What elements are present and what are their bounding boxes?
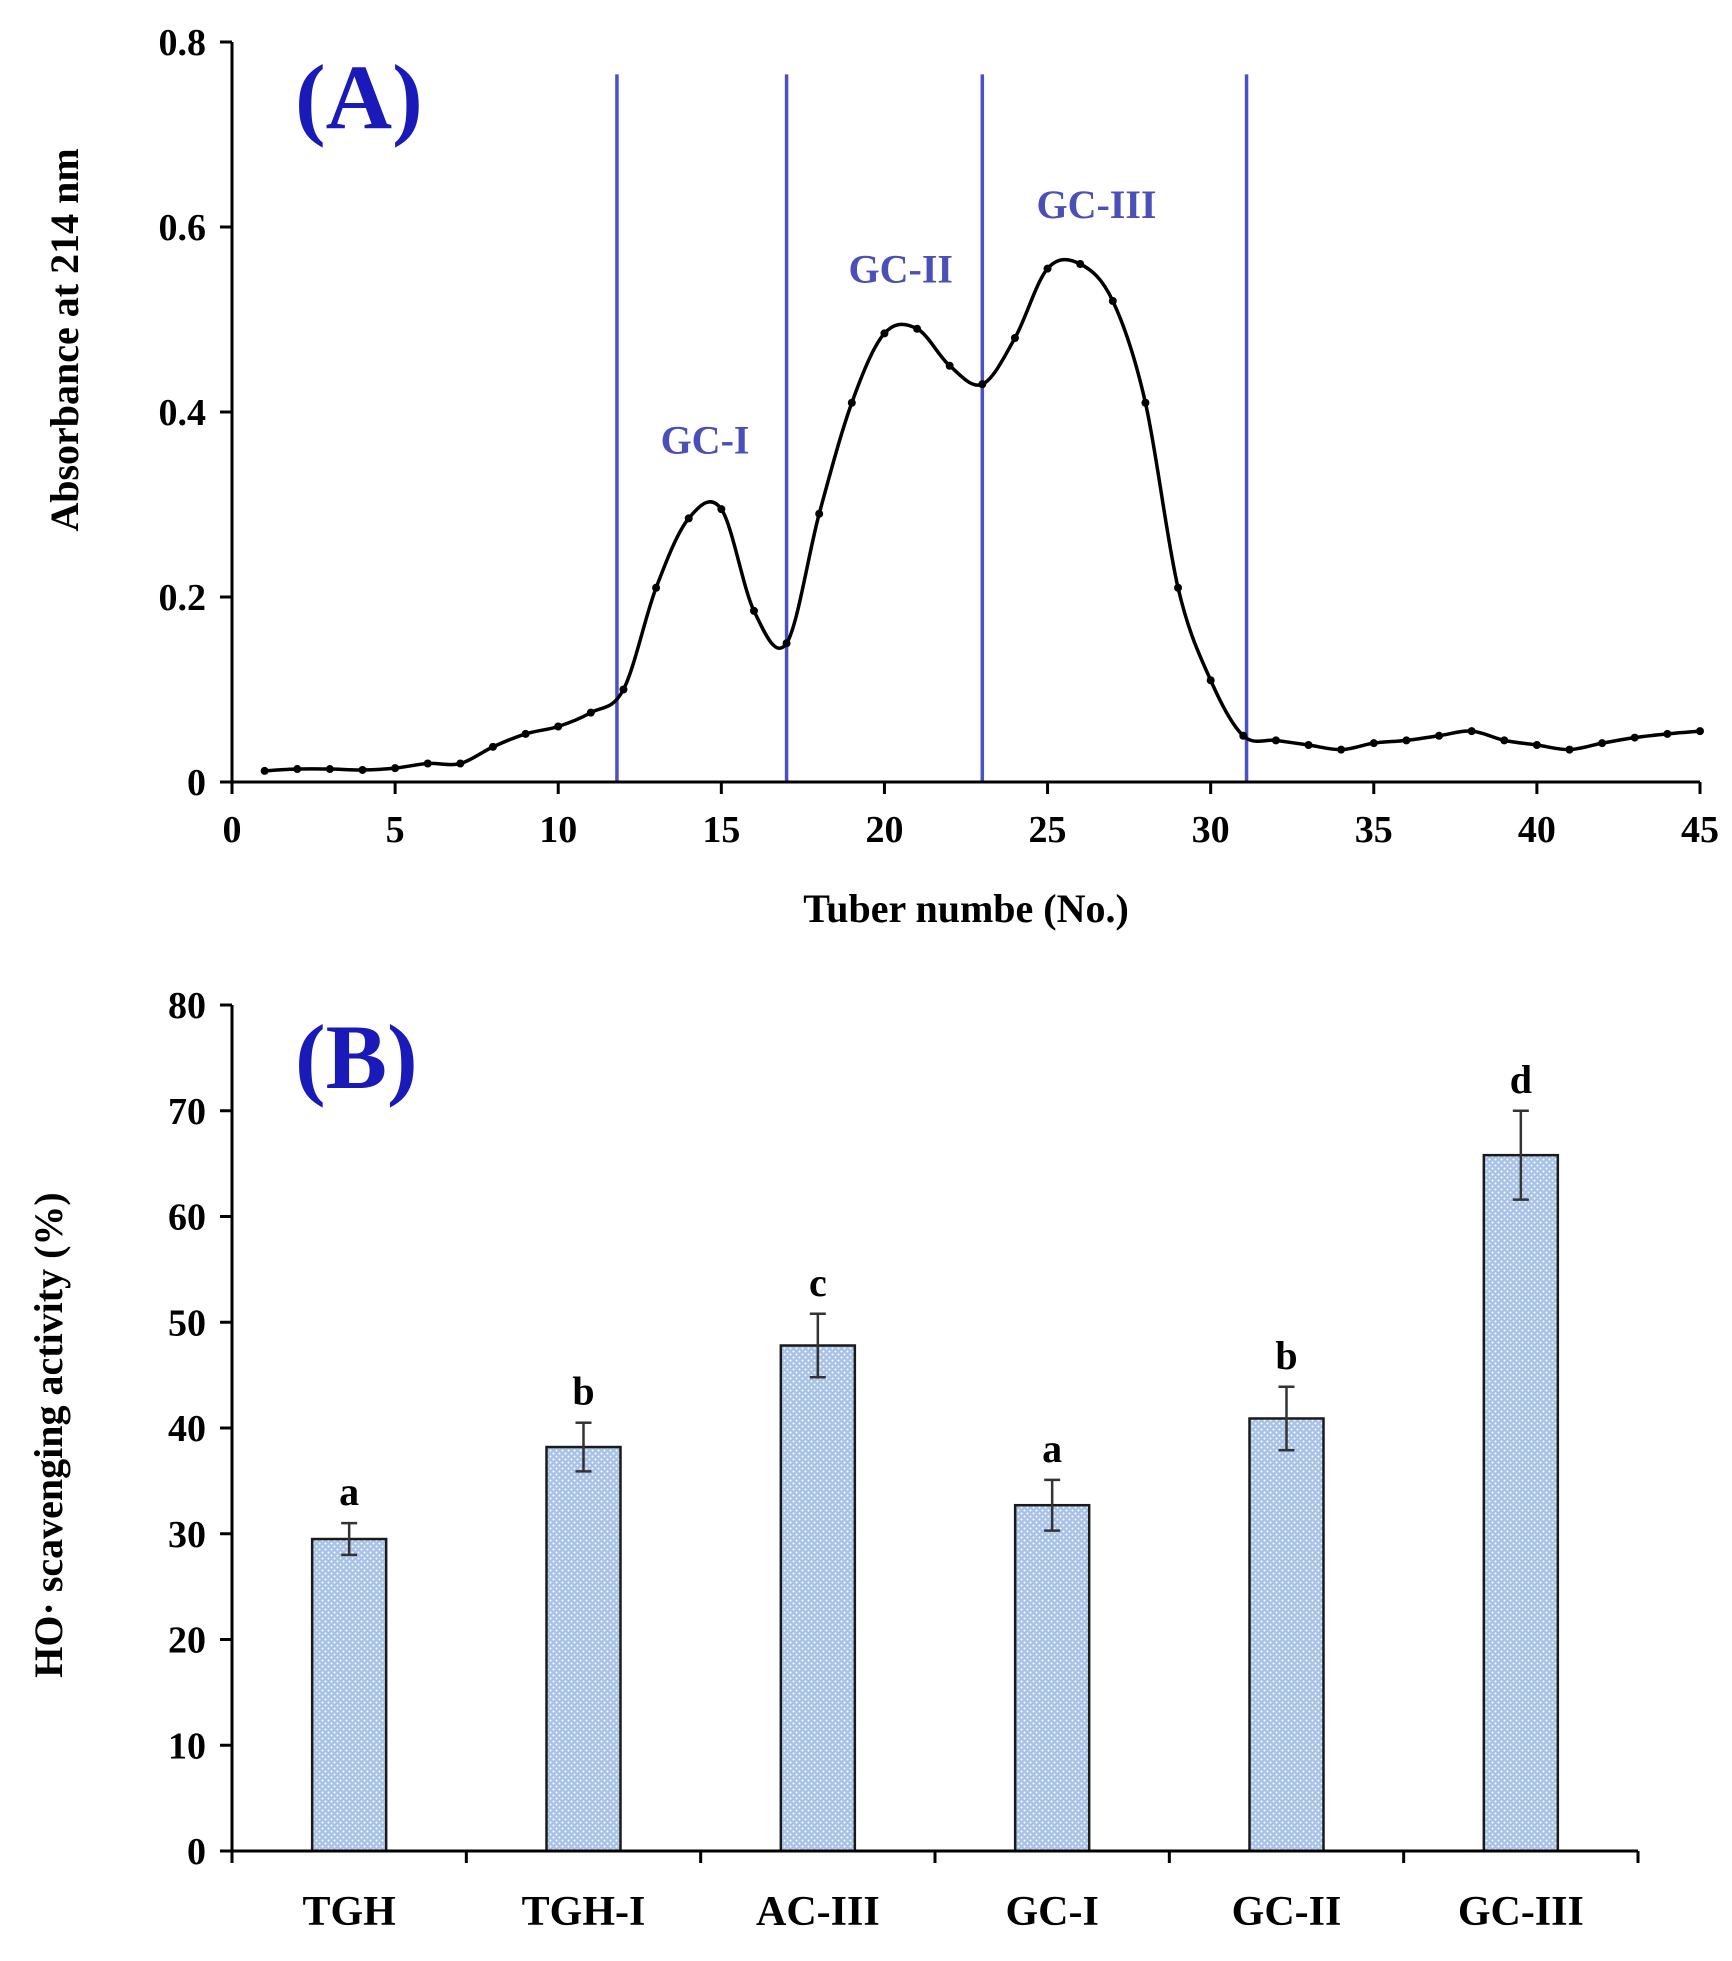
absorbance-point-11: [586, 708, 595, 717]
panel-a-x-tick-label-0: 0: [223, 809, 242, 851]
panel-a-x-tick-label-20: 20: [865, 809, 903, 851]
absorbance-point-15: [717, 505, 726, 514]
absorbance-point-1: [260, 766, 269, 775]
absorbance-point-9: [521, 729, 530, 738]
panel-b-y-tick-label-10: 10: [168, 1725, 206, 1767]
absorbance-point-25: [1043, 264, 1052, 273]
absorbance-point-38: [1467, 727, 1476, 736]
significance-label-gc-iii: d: [1510, 1057, 1532, 1102]
absorbance-point-19: [847, 398, 856, 407]
absorbance-point-30: [1206, 676, 1215, 685]
panel-b-y-tick-label-20: 20: [168, 1620, 206, 1662]
significance-label-gc-i: a: [1042, 1426, 1062, 1471]
panel-b-y-axis-title: HO· scavenging activity (%): [26, 1192, 71, 1678]
absorbance-point-40: [1532, 741, 1541, 749]
absorbance-point-10: [554, 722, 563, 731]
absorbance-point-28: [1141, 398, 1150, 407]
absorbance-point-14: [684, 514, 693, 523]
panel-b-category-label-tgh: TGH: [302, 1889, 395, 1935]
absorbance-point-18: [815, 509, 824, 518]
absorbance-point-17: [782, 639, 791, 648]
significance-label-gc-ii: b: [1275, 1333, 1297, 1378]
absorbance-point-41: [1565, 745, 1574, 754]
region-label-gc-iii: GC-III: [1036, 182, 1156, 227]
absorbance-point-6: [423, 759, 432, 768]
panel-a-x-axis-title: Tuber numbe (No.): [803, 886, 1129, 931]
absorbance-point-31: [1239, 731, 1248, 740]
panel-a-x-tick-label-45: 45: [1681, 809, 1719, 851]
absorbance-point-8: [488, 742, 497, 751]
bar-tgh: [310, 1537, 388, 1853]
bar-tgh-i: [545, 1445, 622, 1853]
absorbance-point-4: [358, 765, 367, 774]
absorbance-point-16: [749, 606, 758, 615]
panel-b-category-label-gc-i: GC-I: [1005, 1889, 1098, 1935]
absorbance-point-22: [945, 361, 954, 370]
panel-b-y-tick-label-30: 30: [168, 1514, 206, 1556]
significance-label-tgh-i: b: [572, 1369, 594, 1414]
absorbance-point-43: [1630, 733, 1639, 742]
panel-b-category-label-gc-ii: GC-II: [1232, 1889, 1342, 1935]
panel-a-y-tick-label-0.8: 0.8: [159, 22, 207, 64]
absorbance-point-12: [619, 685, 628, 694]
panel-a-absorbance-chart: GC-I GC-II GC-III 0 5 10 15 20 25 30 35 40 45 0 0.2 0…: [42, 22, 1719, 931]
panel-b-label: (B): [295, 1006, 418, 1108]
panel-b-y-tick-label-70: 70: [168, 1091, 206, 1133]
panel-b-y-tick-label-60: 60: [168, 1197, 206, 1239]
absorbance-point-27: [1108, 297, 1117, 305]
panel-a-x-tick-label-10: 10: [539, 809, 577, 851]
absorbance-point-2: [293, 765, 302, 774]
bar-gc-i: [1013, 1503, 1091, 1853]
absorbance-point-3: [325, 765, 334, 774]
absorbance-point-13: [652, 583, 661, 592]
panel-b-y-tick-label-80: 80: [168, 985, 206, 1027]
panel-a-y-tick-label-0.6: 0.6: [159, 207, 207, 249]
panel-a-x-tick-label-30: 30: [1192, 809, 1230, 851]
absorbance-point-21: [913, 324, 922, 333]
bar-gc-ii: [1248, 1417, 1325, 1853]
absorbance-point-23: [978, 380, 987, 389]
absorbance-point-33: [1304, 741, 1313, 749]
panel-a-y-tick-label-0.4: 0.4: [159, 392, 207, 434]
absorbance-point-42: [1598, 739, 1607, 748]
absorbance-point-44: [1663, 729, 1672, 738]
panel-b-category-label-tgh-i: TGH-I: [522, 1889, 646, 1935]
panel-b-y-tick-label-0: 0: [187, 1831, 206, 1873]
absorbance-point-32: [1271, 736, 1280, 745]
panel-a-x-tick-label-15: 15: [702, 809, 740, 851]
absorbance-point-20: [880, 329, 889, 338]
panel-a-y-tick-label-0.2: 0.2: [159, 577, 207, 619]
absorbance-point-24: [1010, 334, 1019, 342]
absorbance-point-35: [1369, 739, 1378, 748]
absorbance-point-7: [456, 759, 465, 768]
panel-b-category-label-gc-iii: GC-III: [1458, 1889, 1584, 1935]
absorbance-point-29: [1174, 583, 1183, 592]
panel-a-y-axis-title: Absorbance at 214 nm: [42, 148, 87, 531]
panel-a-label: (A): [295, 46, 423, 148]
panel-b-y-tick-label-40: 40: [168, 1408, 206, 1450]
panel-b-y-tick-label-50: 50: [168, 1302, 206, 1344]
absorbance-point-45: [1696, 727, 1704, 736]
region-label-gc-ii: GC-II: [849, 247, 953, 292]
panel-a-x-tick-label-5: 5: [386, 809, 405, 851]
significance-label-tgh: a: [339, 1469, 359, 1514]
panel-a-y-tick-label-0: 0: [187, 762, 206, 804]
absorbance-point-36: [1402, 736, 1411, 745]
panel-b-category-label-ac-iii: AC-III: [756, 1889, 880, 1935]
significance-label-ac-iii: c: [809, 1260, 827, 1305]
panel-a-x-tick-label-40: 40: [1518, 809, 1556, 851]
bar-gc-iii: [1482, 1153, 1560, 1853]
absorbance-point-34: [1337, 745, 1346, 754]
bar-ac-iii: [779, 1344, 857, 1853]
absorbance-point-5: [391, 764, 400, 773]
panel-b-bar-chart: a b c a b d 0 10 20 30 40 50 60 70 80 TGH TGH-I AC-III G…: [26, 985, 1640, 1935]
absorbance-point-39: [1500, 736, 1509, 745]
region-label-gc-i: GC-I: [661, 418, 750, 463]
panel-a-x-tick-label-25: 25: [1029, 809, 1067, 851]
absorbance-point-37: [1435, 731, 1444, 740]
absorbance-point-26: [1076, 260, 1085, 268]
panel-a-x-tick-label-35: 35: [1355, 809, 1393, 851]
